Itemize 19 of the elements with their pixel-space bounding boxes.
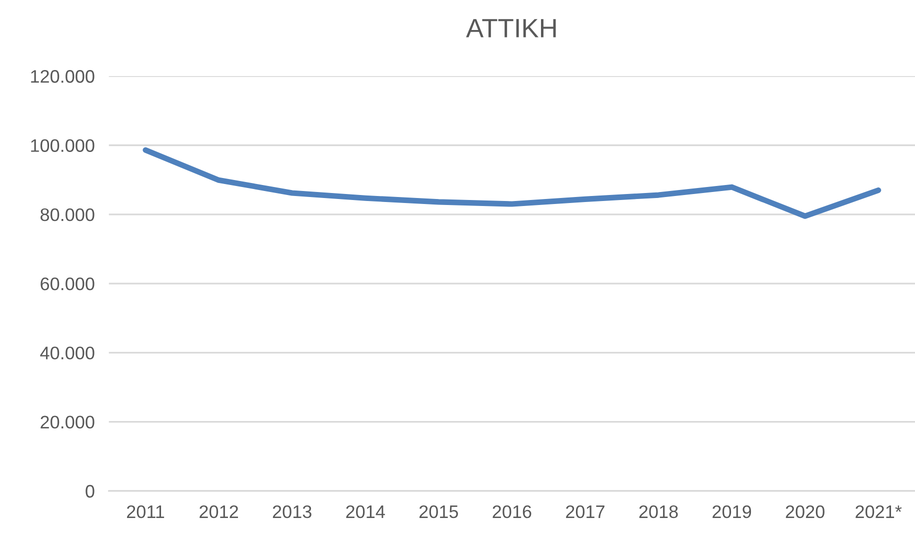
x-tick-label: 2015 [419,505,458,518]
x-tick-label: 2019 [712,505,752,518]
y-tick-label: 20.000 [40,416,94,429]
x-tick-label: 2018 [639,505,678,518]
x-tick-label: 2013 [272,505,312,518]
x-tick-label: 2020 [786,505,824,518]
x-tick-label: 2011 [127,505,164,518]
y-tick-label: 120.000 [31,70,94,83]
x-tick-label: 2016 [492,505,532,518]
x-tick-label: 2012 [200,505,238,518]
y-tick-label: 80.000 [40,208,94,222]
y-tick-label: 60.000 [40,277,94,290]
chart-title: ΑΤΤΙΚΗ [466,19,556,38]
x-tick-label: 2017 [566,505,604,518]
y-tick-label: 40.000 [40,346,94,360]
y-tick-label: 0 [86,484,94,498]
y-tick-label: 100.000 [31,139,94,152]
x-tick-label: 2014 [346,505,385,518]
x-tick-label: 2021* [856,505,902,518]
